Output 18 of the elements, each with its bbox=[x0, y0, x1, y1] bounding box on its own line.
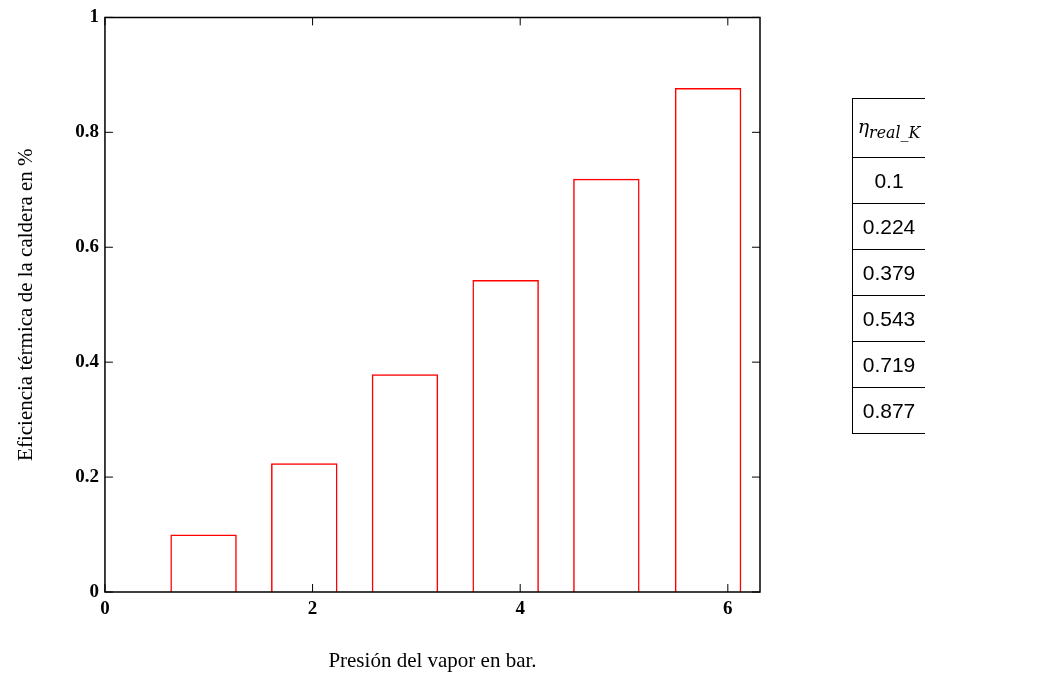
y-tick-label: 0.8 bbox=[75, 120, 99, 142]
y-tick-label: 0.6 bbox=[75, 235, 99, 257]
text: 0.379 bbox=[852, 249, 925, 296]
x-tick-label: 4 bbox=[515, 597, 526, 619]
text: 0.1 bbox=[852, 157, 925, 204]
text: η$_{real_K}$ bbox=[852, 98, 925, 158]
y-tick-label: 0 bbox=[89, 579, 99, 601]
x-axis-title: Presión del vapor en bar. bbox=[328, 647, 537, 672]
y-axis-title: Eficiencia térmica de la caldera en % bbox=[13, 148, 38, 461]
y-tick-label: 0.2 bbox=[75, 464, 99, 486]
text: 0.543 bbox=[852, 295, 925, 342]
x-tick-label: 2 bbox=[307, 597, 318, 619]
y-tick-label: 1 bbox=[89, 5, 99, 27]
text: 0.719 bbox=[852, 341, 925, 388]
x-tick-label: 6 bbox=[723, 597, 733, 619]
text: 0.224 bbox=[852, 203, 925, 250]
text: 0.877 bbox=[852, 387, 925, 434]
y-tick-label: 0.4 bbox=[75, 350, 100, 372]
